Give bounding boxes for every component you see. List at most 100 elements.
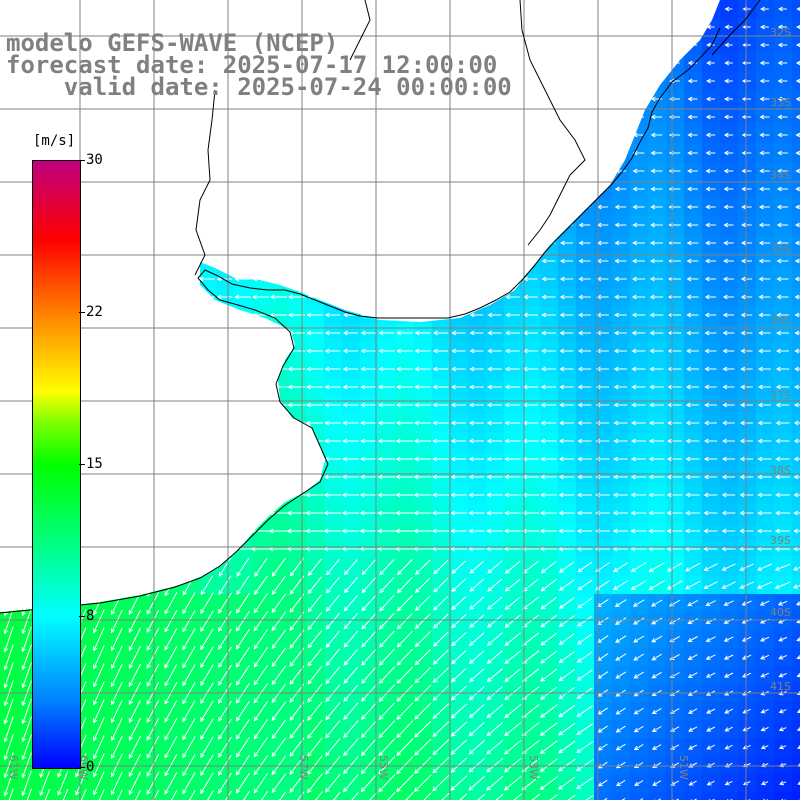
wind-arrow <box>0 114 17 120</box>
wind-arrow <box>468 704 485 719</box>
wind-arrow <box>253 719 269 740</box>
wind-arrow <box>504 348 520 354</box>
wind-arrow <box>342 330 358 336</box>
wind-arrow <box>558 651 575 664</box>
wind-arrow <box>577 456 592 462</box>
wind-arrow <box>630 580 647 591</box>
wind-arrow <box>469 668 485 683</box>
wind-arrow <box>722 330 735 336</box>
wind-arrow <box>560 150 573 156</box>
wind-arrow <box>739 528 754 534</box>
wind-arrow <box>110 699 123 724</box>
wind-arrow <box>182 664 196 687</box>
wind-arrow <box>703 474 718 480</box>
wind-arrow <box>270 222 287 228</box>
colorbar <box>32 160 81 769</box>
wind-arrow <box>614 312 627 318</box>
wind-arrow <box>218 664 232 686</box>
wind-arrow <box>164 736 178 759</box>
wind-arrow <box>688 726 698 732</box>
wind-arrow <box>325 576 340 594</box>
wind-arrow <box>198 330 215 336</box>
wind-arrow <box>615 78 626 84</box>
wind-arrow <box>359 474 377 480</box>
wind-arrow <box>0 348 19 354</box>
wind-arrow <box>307 594 322 613</box>
wind-arrow <box>650 132 663 138</box>
wind-arrow <box>107 366 126 372</box>
wind-arrow <box>796 690 800 696</box>
wind-arrow <box>3 644 14 671</box>
wind-arrow <box>541 186 555 192</box>
wind-arrow <box>632 114 644 120</box>
wind-arrow <box>595 384 610 390</box>
wind-arrow <box>378 738 396 757</box>
wind-arrow <box>44 788 51 800</box>
wind-arrow <box>128 699 142 724</box>
wind-arrow <box>325 150 340 156</box>
wind-arrow <box>125 222 143 228</box>
wind-arrow <box>341 528 360 534</box>
wind-arrow <box>343 559 358 576</box>
wind-arrow <box>199 150 214 156</box>
wind-arrow <box>471 60 482 66</box>
wind-arrow <box>686 348 699 354</box>
wind-arrow <box>776 348 789 354</box>
wind-arrow <box>740 366 753 372</box>
wind-arrow <box>542 150 555 156</box>
wind-arrow <box>757 456 772 462</box>
wind-arrow <box>756 581 773 589</box>
wind-arrow <box>648 474 665 480</box>
wind-arrow <box>687 42 698 48</box>
wind-arrow <box>199 42 214 48</box>
wind-arrow <box>161 276 180 282</box>
wind-arrow <box>576 741 594 753</box>
wind-arrow <box>775 420 790 426</box>
wind-arrow <box>396 577 413 594</box>
wind-arrow <box>433 204 448 210</box>
wind-cell <box>486 792 504 800</box>
wind-arrow <box>54 114 71 120</box>
wind-arrow <box>777 600 788 606</box>
wind-arrow <box>432 739 450 756</box>
wind-arrow <box>398 6 411 12</box>
wind-arrow <box>215 546 234 552</box>
wind-arrow <box>270 132 286 138</box>
wind-arrow <box>704 402 717 408</box>
colorbar-tick-mark <box>79 312 85 313</box>
wind-arrow <box>433 595 449 611</box>
wind-arrow <box>235 78 250 84</box>
wind-arrow <box>648 562 665 572</box>
wind-arrow <box>93 663 105 688</box>
wind-arrow <box>432 420 449 426</box>
wind-arrow <box>271 593 287 614</box>
coastline <box>0 0 761 614</box>
wind-arrow <box>270 150 287 156</box>
wind-arrow <box>308 24 321 30</box>
wind-arrow <box>453 6 464 12</box>
wind-arrow <box>182 646 196 669</box>
wind-arrow <box>778 636 788 642</box>
wind-arrow <box>18 78 35 84</box>
wind-arrow <box>378 630 395 648</box>
wind-arrow <box>685 384 700 390</box>
wind-arrow <box>686 240 699 246</box>
wind-arrow <box>197 366 215 372</box>
wind-arrow <box>343 222 358 228</box>
wind-arrow <box>396 666 414 684</box>
wind-arrow <box>723 168 734 174</box>
wind-arrow <box>793 474 800 480</box>
wind-arrow <box>3 698 14 725</box>
wind-arrow <box>504 704 522 719</box>
wind-arrow <box>558 668 575 682</box>
wind-arrow <box>451 330 466 336</box>
wind-arrow <box>757 384 771 390</box>
wind-arrow <box>452 78 465 84</box>
wind-arrow <box>200 754 214 777</box>
wind-arrow <box>741 78 751 84</box>
wind-arrow <box>233 384 252 390</box>
wind-arrow <box>182 754 196 777</box>
wind-arrow <box>414 649 431 666</box>
wind-arrow <box>741 636 752 642</box>
wind-arrow <box>414 420 431 426</box>
